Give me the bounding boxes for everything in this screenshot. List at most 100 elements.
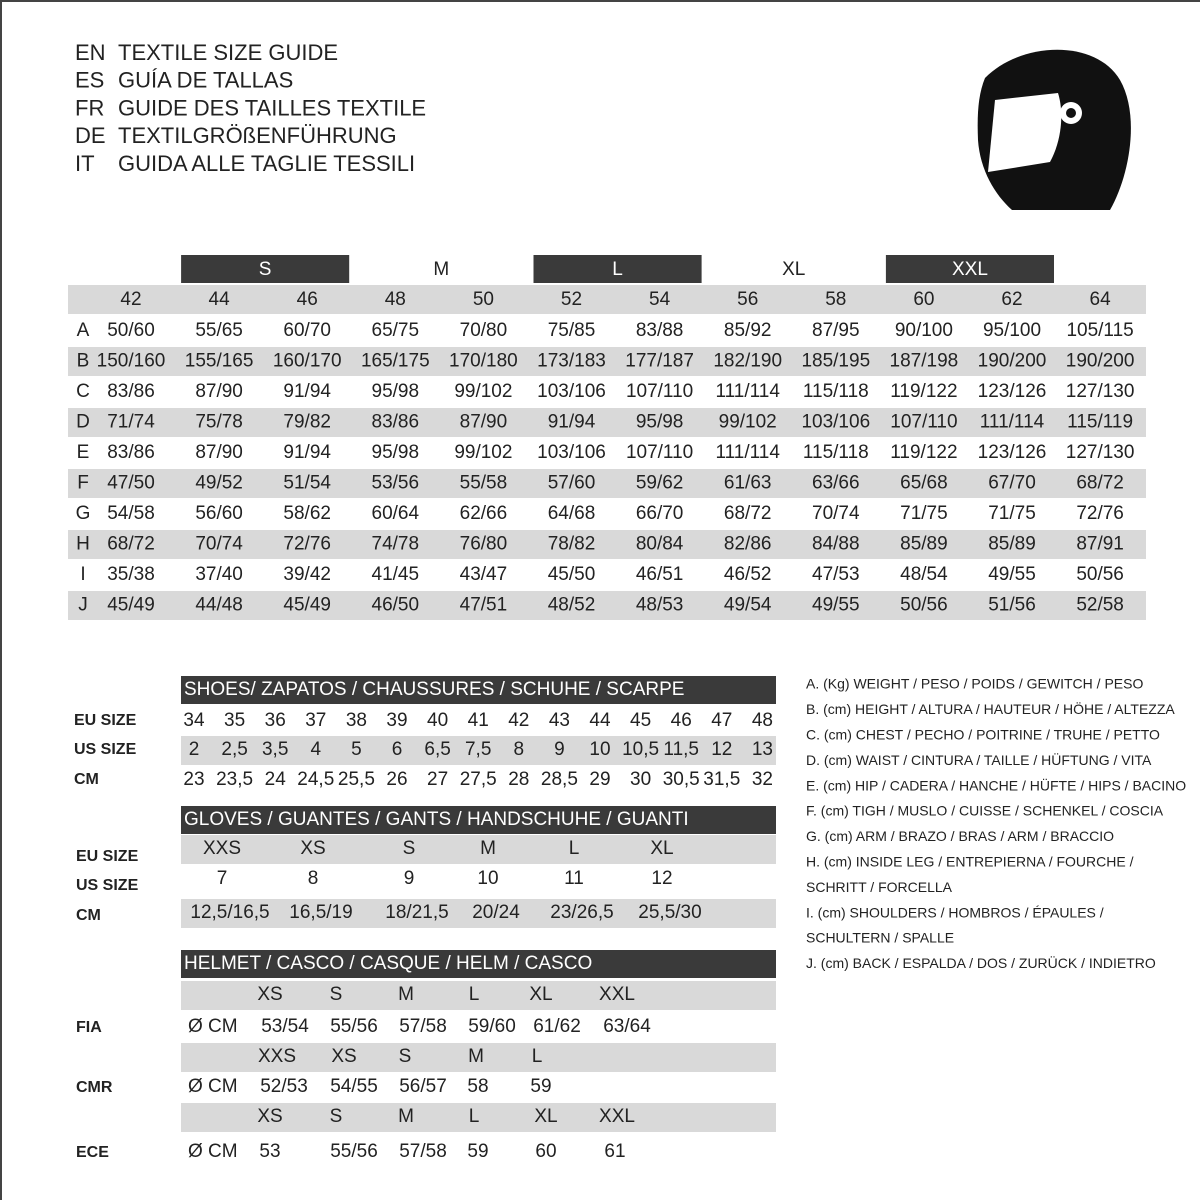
size-group: XL <box>782 259 805 280</box>
cell: 50/56 <box>1076 564 1124 585</box>
row-label: CM <box>74 771 99 788</box>
cell: 190/200 <box>978 351 1047 372</box>
cell: 50/56 <box>900 595 948 616</box>
size: XXL <box>599 1106 635 1127</box>
row-band <box>68 469 1146 498</box>
cell: 103/106 <box>537 442 606 463</box>
legend-line: A. (Kg) WEIGHT / PESO / POIDS / GEWITCH … <box>806 676 1143 692</box>
cell: 85/89 <box>988 534 1036 555</box>
cell: 40 <box>427 710 448 731</box>
cell: 99/102 <box>454 381 512 402</box>
cell: 11,5 <box>663 739 699 760</box>
language-code: IT <box>75 151 95 176</box>
cell: 28 <box>508 769 529 790</box>
cell: 70/74 <box>195 534 243 555</box>
size-group: S <box>259 259 272 280</box>
cell: 115/119 <box>1067 412 1133 433</box>
header-title: GUIDA ALLE TAGLIE TESSILI <box>118 151 415 176</box>
cell: 53 <box>259 1141 280 1162</box>
size-label: 50 <box>473 289 494 310</box>
cell: 54/55 <box>330 1076 378 1097</box>
cell: 56/60 <box>195 503 243 524</box>
cell: 55/58 <box>460 473 508 494</box>
cell: 87/91 <box>1076 534 1124 555</box>
cell: 111/114 <box>715 381 780 402</box>
cell: 37 <box>305 710 326 731</box>
cell: 51/56 <box>988 595 1036 616</box>
size: XL <box>534 1106 557 1127</box>
cell: 45/49 <box>107 595 155 616</box>
size-label: 60 <box>913 289 934 310</box>
cell: 2 <box>189 739 200 760</box>
row-label: D <box>76 412 90 433</box>
header-title: GUIDE DES TAILLES TEXTILE <box>118 95 426 120</box>
cell: 43 <box>549 710 570 731</box>
cell: 85/92 <box>724 320 772 341</box>
cell: 66/70 <box>636 503 684 524</box>
section-bar <box>181 676 776 704</box>
language-code: ES <box>75 68 104 93</box>
cell: 26 <box>386 769 407 790</box>
cell: 60 <box>535 1141 556 1162</box>
cell: 45/49 <box>283 595 331 616</box>
cell: 71/75 <box>988 503 1036 524</box>
row-label: F <box>77 473 89 494</box>
cell: L <box>569 838 580 859</box>
cell: 127/130 <box>1066 442 1135 463</box>
cell: 55/65 <box>195 320 243 341</box>
cell: 79/82 <box>283 412 331 433</box>
cell: 107/110 <box>626 381 693 402</box>
cell: 63/66 <box>812 473 860 494</box>
size: M <box>468 1046 484 1067</box>
row-label: CMR <box>76 1079 113 1096</box>
legend-line: H. (cm) INSIDE LEG / ENTREPIERNA / FOURC… <box>806 854 1134 870</box>
size-label: 52 <box>561 289 582 310</box>
cell: 61 <box>604 1141 625 1162</box>
size: S <box>330 1106 343 1127</box>
cell: 58/62 <box>283 503 331 524</box>
row-label: EU SIZE <box>76 848 139 865</box>
cell: 59/62 <box>636 473 684 494</box>
cell: 38 <box>346 710 367 731</box>
size-row-band <box>68 285 1146 314</box>
row-band <box>181 899 776 928</box>
cell: 49/54 <box>724 595 772 616</box>
cell: 23/26,5 <box>550 902 613 923</box>
cell: 52/53 <box>260 1076 308 1097</box>
size-label: 44 <box>209 289 231 310</box>
cell: 155/165 <box>185 351 254 372</box>
cell: 150/160 <box>97 351 166 372</box>
cell: 82/86 <box>724 534 772 555</box>
cell: 44 <box>589 710 611 731</box>
cell: 51/54 <box>283 473 331 494</box>
row-label: I <box>80 564 85 585</box>
cell: 55/56 <box>330 1141 378 1162</box>
cell: 13 <box>752 739 773 760</box>
row-label: EU SIZE <box>74 712 137 729</box>
row-label: US SIZE <box>76 877 139 894</box>
cell: 84/88 <box>812 534 860 555</box>
cell: 91/94 <box>548 412 596 433</box>
cell: 46/52 <box>724 564 772 585</box>
size: XS <box>257 1106 282 1127</box>
cell: 41/45 <box>372 564 420 585</box>
cell: 31,5 <box>703 769 740 790</box>
cell: 61/63 <box>724 473 772 494</box>
cell: 59/60 <box>468 1016 516 1037</box>
cell: M <box>480 838 496 859</box>
cell: 7,5 <box>465 739 491 760</box>
cell: 68/72 <box>724 503 772 524</box>
cell: 32 <box>752 769 773 790</box>
cell: 49/55 <box>812 595 860 616</box>
cell: 11 <box>564 868 584 889</box>
cell: 50/60 <box>107 320 155 341</box>
cell: 71/74 <box>107 412 155 433</box>
cell: 123/126 <box>978 442 1047 463</box>
legend-line: SCHULTERN / SPALLE <box>806 930 954 946</box>
language-code: DE <box>75 123 106 148</box>
cell: 10 <box>477 868 498 889</box>
cell: 42 <box>508 710 529 731</box>
cell: 75/78 <box>195 412 243 433</box>
row-label: B <box>77 351 90 372</box>
